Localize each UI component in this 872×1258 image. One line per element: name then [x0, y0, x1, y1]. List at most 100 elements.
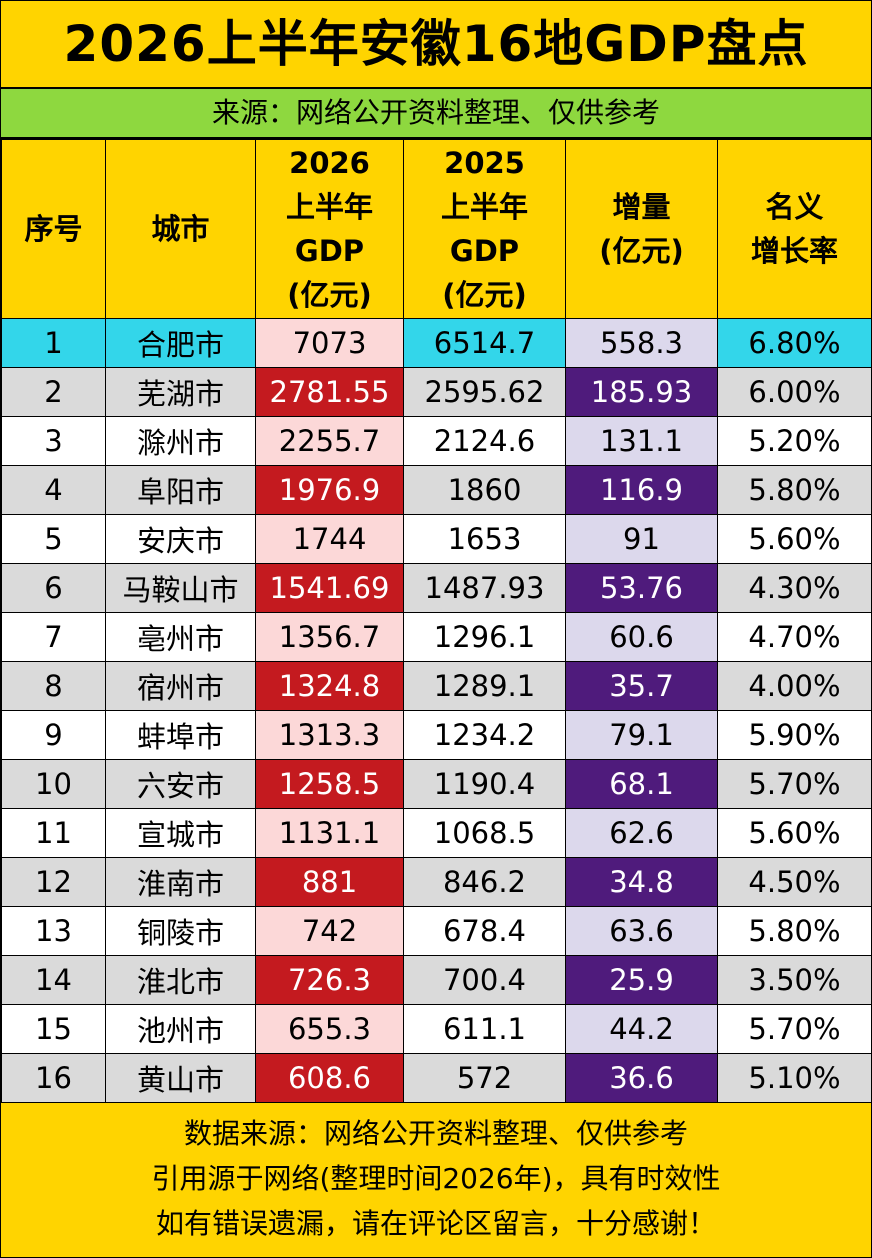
cell-increase: 63.6: [565, 906, 718, 956]
cell-index: 13: [1, 906, 106, 956]
cell-growth: 6.00%: [717, 367, 872, 417]
cell-city: 黄山市: [105, 1053, 256, 1103]
header-gdp2026-line: 上半年: [285, 190, 373, 224]
cell-gdp2026: 881: [255, 857, 404, 907]
cell-index: 16: [1, 1053, 106, 1103]
cell-increase: 53.76: [565, 563, 718, 613]
cell-gdp2025: 572: [403, 1053, 566, 1103]
cell-gdp2025: 1068.5: [403, 808, 566, 858]
cell-growth: 4.70%: [717, 612, 872, 662]
cell-index: 4: [1, 465, 106, 515]
cell-gdp2025: 6514.7: [403, 318, 566, 368]
cell-gdp2025: 2124.6: [403, 416, 566, 466]
gdp-table: 序号 城市 2026 上半年 GDP (亿元) 2025 上半年 GDP (亿元…: [1, 139, 872, 1103]
source-bar: 来源：网络公开资料整理、仅供参考: [1, 89, 871, 139]
cell-gdp2026: 2255.7: [255, 416, 404, 466]
header-increase-line: (亿元): [599, 234, 684, 268]
cell-gdp2026: 655.3: [255, 1004, 404, 1054]
table-row: 13 铜陵市 742 678.4 63.6 5.80%: [1, 906, 872, 956]
table-header-row: 序号 城市 2026 上半年 GDP (亿元) 2025 上半年 GDP (亿元…: [1, 139, 872, 319]
header-gdp2026-line: 2026: [289, 146, 370, 180]
cell-increase: 185.93: [565, 367, 718, 417]
header-city: 城市: [105, 139, 256, 319]
cell-growth: 5.60%: [717, 514, 872, 564]
table-row: 9 蚌埠市 1313.3 1234.2 79.1 5.90%: [1, 710, 872, 760]
table-row: 6 马鞍山市 1541.69 1487.93 53.76 4.30%: [1, 563, 872, 613]
header-index: 序号: [1, 139, 106, 319]
cell-index: 14: [1, 955, 106, 1005]
table-row: 16 黄山市 608.6 572 36.6 5.10%: [1, 1053, 872, 1103]
header-gdp2026-line: (亿元): [287, 278, 372, 312]
cell-gdp2026: 1541.69: [255, 563, 404, 613]
cell-increase: 44.2: [565, 1004, 718, 1054]
cell-growth: 5.10%: [717, 1053, 872, 1103]
cell-gdp2026: 1324.8: [255, 661, 404, 711]
header-growth: 名义 增长率: [717, 139, 872, 319]
header-gdp2025-line: 2025: [444, 146, 525, 180]
cell-increase: 91: [565, 514, 718, 564]
footer-line: 如有错误遗漏，请在评论区留言，十分感谢！: [155, 1207, 716, 1240]
cell-gdp2026: 608.6: [255, 1053, 404, 1103]
cell-growth: 4.30%: [717, 563, 872, 613]
cell-city: 宿州市: [105, 661, 256, 711]
cell-index: 9: [1, 710, 106, 760]
table-row: 5 安庆市 1744 1653 91 5.60%: [1, 514, 872, 564]
cell-index: 8: [1, 661, 106, 711]
cell-growth: 5.80%: [717, 906, 872, 956]
cell-increase: 131.1: [565, 416, 718, 466]
header-gdp2025-line: (亿元): [442, 278, 527, 312]
cell-gdp2025: 1487.93: [403, 563, 566, 613]
cell-increase: 34.8: [565, 857, 718, 907]
header-gdp2025-line: 上半年: [440, 190, 528, 224]
cell-gdp2026: 726.3: [255, 955, 404, 1005]
header-growth-line: 增长率: [750, 234, 838, 268]
cell-city: 池州市: [105, 1004, 256, 1054]
cell-gdp2026: 7073: [255, 318, 404, 368]
table-body: 1 合肥市 7073 6514.7 558.3 6.80% 2 芜湖市 2781.55 2595.…: [1, 318, 872, 1103]
cell-city: 滁州市: [105, 416, 256, 466]
cell-increase: 62.6: [565, 808, 718, 858]
table-row: 1 合肥市 7073 6514.7 558.3 6.80%: [1, 318, 872, 368]
cell-gdp2026: 1356.7: [255, 612, 404, 662]
table-row: 11 宣城市 1131.1 1068.5 62.6 5.60%: [1, 808, 872, 858]
cell-city: 芜湖市: [105, 367, 256, 417]
cell-gdp2026: 2781.55: [255, 367, 404, 417]
header-gdp2025-line: GDP: [449, 234, 520, 268]
cell-index: 15: [1, 1004, 106, 1054]
page-title: 2026上半年安徽16地GDP盘点: [1, 1, 871, 89]
table-row: 8 宿州市 1324.8 1289.1 35.7 4.00%: [1, 661, 872, 711]
header-increase: 增量 (亿元): [565, 139, 718, 319]
cell-growth: 5.70%: [717, 759, 872, 809]
cell-index: 11: [1, 808, 106, 858]
cell-growth: 4.00%: [717, 661, 872, 711]
table-row: 7 亳州市 1356.7 1296.1 60.6 4.70%: [1, 612, 872, 662]
cell-growth: 6.80%: [717, 318, 872, 368]
cell-growth: 5.20%: [717, 416, 872, 466]
cell-city: 宣城市: [105, 808, 256, 858]
cell-city: 阜阳市: [105, 465, 256, 515]
cell-gdp2026: 1976.9: [255, 465, 404, 515]
cell-gdp2025: 2595.62: [403, 367, 566, 417]
cell-increase: 68.1: [565, 759, 718, 809]
cell-gdp2025: 1190.4: [403, 759, 566, 809]
table-row: 3 滁州市 2255.7 2124.6 131.1 5.20%: [1, 416, 872, 466]
cell-city: 亳州市: [105, 612, 256, 662]
cell-growth: 5.90%: [717, 710, 872, 760]
cell-gdp2026: 1258.5: [255, 759, 404, 809]
cell-gdp2025: 846.2: [403, 857, 566, 907]
cell-city: 蚌埠市: [105, 710, 256, 760]
table-row: 15 池州市 655.3 611.1 44.2 5.70%: [1, 1004, 872, 1054]
cell-index: 5: [1, 514, 106, 564]
cell-increase: 25.9: [565, 955, 718, 1005]
header-increase-line: 增量: [612, 190, 671, 224]
cell-increase: 79.1: [565, 710, 718, 760]
cell-city: 合肥市: [105, 318, 256, 368]
cell-index: 12: [1, 857, 106, 907]
cell-gdp2026: 1313.3: [255, 710, 404, 760]
cell-growth: 5.60%: [717, 808, 872, 858]
cell-index: 1: [1, 318, 106, 368]
table-row: 12 淮南市 881 846.2 34.8 4.50%: [1, 857, 872, 907]
cell-index: 7: [1, 612, 106, 662]
cell-increase: 116.9: [565, 465, 718, 515]
header-gdp2025: 2025 上半年 GDP (亿元): [403, 139, 566, 319]
